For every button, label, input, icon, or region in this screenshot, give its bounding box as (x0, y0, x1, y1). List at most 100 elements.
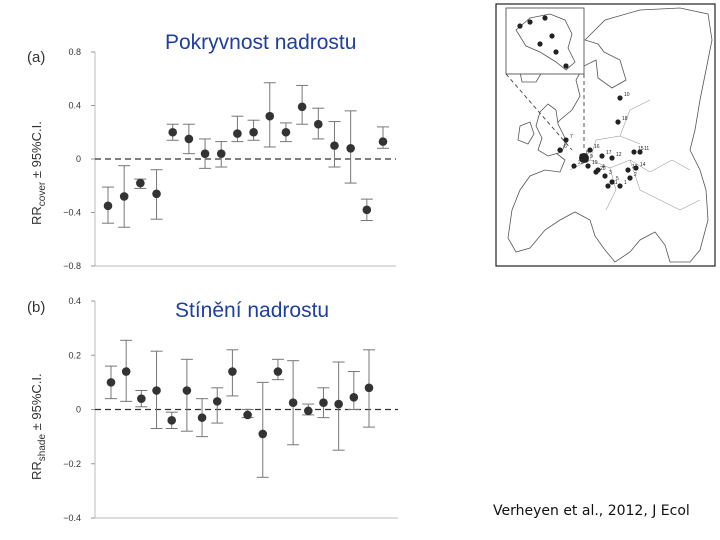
panel-a-point (297, 102, 307, 112)
panel-a-ytick-label: 0 (76, 154, 81, 164)
map-site-number: 9 (590, 154, 593, 160)
panel-b-point (167, 416, 177, 425)
panel-a-chart: (a) RRcover ± 95%C.I. 0.8 0.4 0 −0.4 −0.8 (27, 47, 396, 271)
inset-site-dot (549, 33, 555, 39)
svg-text:RRcover ± 95%C.I.: RRcover ± 95%C.I. (29, 121, 48, 225)
panel-a-point (346, 144, 355, 153)
panel-b-point (364, 383, 374, 393)
svg-text:RRshade ± 95%C.I.: RRshade ± 95%C.I. (29, 373, 48, 480)
map-site-number: 2 (634, 172, 637, 178)
map-site-number: 20 (600, 166, 606, 172)
map-site-dot (617, 183, 623, 189)
map-site-dot (609, 155, 615, 161)
panel-b-point (228, 367, 237, 376)
panel-a-point (281, 127, 291, 137)
panel-b-ylabel: RRshade ± 95%C.I. (29, 373, 48, 480)
map-site-number: 10 (624, 92, 630, 98)
map-site-number: 19 (592, 160, 598, 166)
map-site-number: 6 (564, 144, 567, 150)
panel-b-ytick-label: 0 (76, 405, 81, 415)
map-site-dot (637, 149, 643, 155)
map-site-dot (593, 169, 599, 175)
map-site-number: 12 (616, 152, 622, 158)
map-site-dot (587, 147, 593, 153)
panel-a-point (152, 189, 161, 199)
panel-b-point (182, 386, 192, 395)
panel-a-point (362, 205, 372, 215)
panel-b-point (197, 413, 207, 422)
panel-a-point (200, 149, 210, 158)
belgium-outline (515, 13, 576, 71)
map-site-dot (585, 163, 591, 169)
panel-b-ytick-label: 0.4 (68, 296, 81, 306)
panel-a-ylabel-rest: ± 95%C.I. (29, 121, 44, 182)
panel-a-label: (a) (27, 49, 45, 66)
map-site-number: 22 (578, 160, 584, 166)
panel-b-point (334, 399, 343, 409)
slide-title-shade: Stínění nadrostu (175, 299, 330, 322)
panel-b-point (319, 398, 328, 408)
map-site-dot (631, 149, 637, 155)
panel-b-ylabel-sub: shade (37, 434, 48, 462)
citation: Verheyen et al., 2012, J Ecol (493, 503, 690, 519)
panel-b-ylabel-rest: ± 95%C.I. (29, 373, 44, 434)
map-site-dot (605, 183, 611, 189)
map-site-dot (599, 153, 605, 159)
map-site-dot (602, 173, 608, 179)
map-site-cluster (579, 153, 589, 163)
map-site-dot (625, 167, 631, 173)
panel-b-point (137, 394, 146, 403)
map-ireland (517, 121, 535, 145)
panel-a-point (313, 119, 323, 129)
map-site-dot (633, 165, 639, 171)
panel-a-point (184, 134, 194, 144)
panel-a-point (216, 149, 226, 158)
panel-a-point (265, 111, 275, 121)
panel-a-ylabel: RRcover ± 95%C.I. (29, 121, 48, 225)
panel-b-point (152, 386, 161, 395)
panel-b-point (258, 429, 268, 439)
panel-a-point (103, 201, 113, 211)
panel-b-point (243, 410, 252, 420)
map-borders (569, 99, 701, 211)
map-site-number: 18 (622, 116, 628, 122)
panel-a-point (119, 192, 129, 201)
map-site-number: 3 (609, 170, 612, 176)
inset-site-dot (553, 49, 559, 55)
map-site-number: 1 (624, 180, 627, 186)
panel-b-point (273, 367, 283, 376)
panel-a-point (249, 127, 258, 137)
slide-title-cover: Pokryvnost nadrostu (165, 31, 357, 54)
panel-b-chart: (b) RRshade ± 95%C.I. 0.4 0.2 0 −0.2 −0.4 (27, 296, 398, 523)
map-site-number: 17 (606, 150, 612, 156)
inset-site-dot (542, 15, 548, 21)
map-site-number: 15 (638, 146, 644, 152)
map-site-number: 8 (586, 150, 589, 156)
map-site-number: 14 (640, 162, 646, 168)
map-site-dot (627, 175, 633, 181)
panel-b-ytick-label: −0.2 (63, 459, 81, 469)
panel-a-ytick-label: 0.8 (68, 47, 81, 57)
map-site-dot (557, 147, 563, 153)
panel-a-ylabel-main: RR (29, 206, 44, 225)
panel-a-ylabel-sub: cover (37, 181, 48, 206)
map-site-dot (609, 179, 615, 185)
panel-b-point (288, 398, 298, 408)
map-site-dot (571, 163, 577, 169)
map-site-dot (615, 119, 621, 125)
panel-b-point (303, 406, 313, 416)
panel-a-point (233, 129, 242, 138)
europe-map: 12345678910111213141516171819202122 (495, 3, 716, 267)
map-site-number: 7 (570, 134, 573, 140)
panel-b-ylabel-main: RR (29, 461, 44, 480)
map-site-number: 5 (616, 176, 619, 182)
inset-site-dot (517, 23, 523, 29)
panel-a-point (136, 178, 145, 188)
panel-b-point (212, 397, 222, 406)
inset-site-dot (563, 63, 569, 69)
inset-site-dot (527, 19, 533, 25)
map-site-number: 21 (612, 180, 618, 186)
panel-b-point (106, 378, 116, 387)
panel-b-point (121, 367, 131, 376)
